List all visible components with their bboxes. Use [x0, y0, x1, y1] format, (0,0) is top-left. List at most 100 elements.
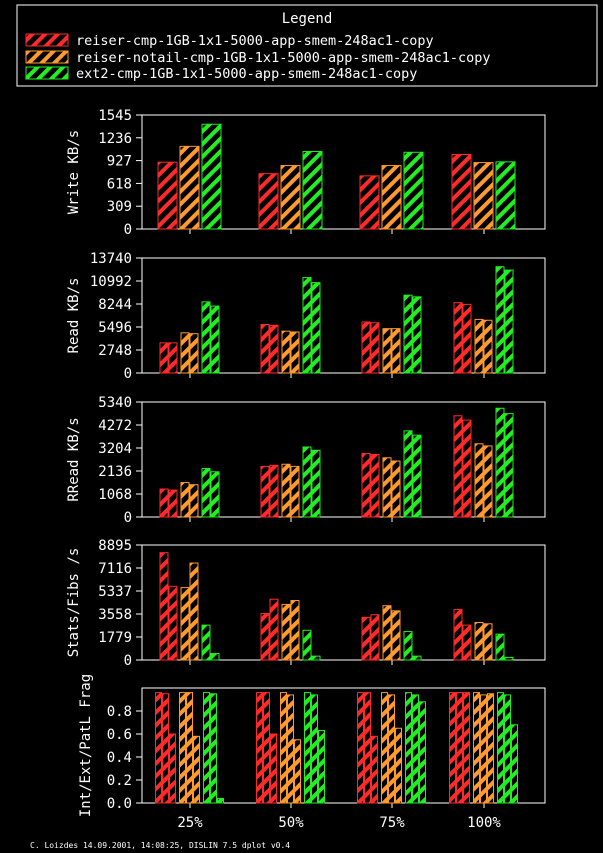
bar-50pct-series-1 — [260, 323, 270, 374]
bar-50pct-series-3 — [318, 730, 325, 804]
bar-75pct-series-1 — [370, 614, 380, 661]
bar-25pct-series-2 — [179, 145, 200, 230]
bar-100pct-series-3 — [495, 633, 505, 661]
bar-25pct-series-2 — [186, 692, 193, 804]
legend-label-2: reiser-notail-cmp-1GB-1x1-5000-app-smem-… — [76, 50, 491, 66]
bar-100pct-series-1 — [453, 302, 463, 374]
bar-75pct-series-2 — [391, 328, 401, 374]
bar-50pct-series-2 — [287, 694, 294, 804]
legend-title: Legend — [282, 11, 333, 27]
bar-75pct-series-3 — [403, 430, 413, 518]
bar-25pct-series-2 — [180, 587, 190, 661]
plot-panel-1: 0 309 618 927 1236 1545 Write KB/s — [66, 108, 546, 238]
bar-50pct-series-2 — [280, 692, 287, 804]
bar-50pct-series-3 — [302, 629, 312, 661]
legend-swatch-2 — [25, 50, 69, 64]
bar-50pct-series-3 — [311, 282, 321, 374]
bar-25pct-series-2 — [180, 482, 190, 518]
bar-25pct-series-3 — [217, 797, 224, 804]
bar-100pct-series-3 — [495, 407, 505, 518]
bar-75pct-series-3 — [403, 151, 424, 230]
y-tick-label: 5496 — [98, 320, 132, 336]
y-axis-label: RRead KB/s — [66, 417, 82, 501]
bar-25pct-series-3 — [201, 301, 211, 374]
y-tick-label: 2136 — [98, 464, 132, 480]
bar-50pct-series-3 — [311, 655, 321, 661]
bar-100pct-series-2 — [473, 692, 480, 804]
bar-25pct-series-1 — [168, 489, 178, 518]
x-tick-label: 100% — [467, 815, 501, 831]
plot-frame — [141, 257, 546, 374]
bar-75pct-series-3 — [412, 296, 422, 374]
bar-75pct-series-1 — [361, 616, 371, 661]
bar-75pct-series-1 — [370, 322, 380, 374]
bar-100pct-series-1 — [462, 624, 472, 661]
bar-25pct-series-2 — [189, 484, 199, 518]
bar-100pct-series-1 — [453, 415, 463, 518]
bar-100pct-series-2 — [473, 162, 494, 230]
bar-50pct-series-1 — [269, 324, 279, 374]
y-tick-label: 927 — [107, 154, 132, 170]
bar-75pct-series-2 — [391, 610, 401, 661]
y-tick-label: 10992 — [90, 274, 132, 290]
bar-50pct-series-3 — [302, 151, 323, 230]
plot-frame — [141, 544, 546, 661]
bar-100pct-series-1 — [463, 692, 470, 804]
plot-panel-5: 0.0 0.2 0.4 0.6 0.8 Int/Ext/PatL Frag — [78, 674, 546, 817]
bar-100pct-series-3 — [495, 266, 505, 374]
bar-75pct-series-3 — [412, 655, 422, 661]
bar-75pct-series-2 — [381, 692, 388, 804]
bar-100pct-series-2 — [487, 693, 494, 804]
bar-25pct-series-3 — [201, 123, 222, 230]
bar-50pct-series-3 — [311, 694, 318, 804]
bar-50pct-series-3 — [311, 449, 321, 518]
bar-50pct-series-1 — [269, 464, 279, 518]
bar-100pct-series-1 — [451, 153, 472, 230]
bar-100pct-series-3 — [504, 694, 511, 804]
bar-25pct-series-1 — [162, 693, 169, 804]
legend-label-1: reiser-cmp-1GB-1x1-5000-app-smem-248ac1-… — [76, 33, 434, 49]
bar-25pct-series-1 — [169, 733, 176, 804]
bar-25pct-series-1 — [159, 342, 169, 374]
bar-50pct-series-3 — [302, 446, 312, 518]
bar-25pct-series-1 — [159, 552, 169, 661]
y-tick-label: 1236 — [98, 131, 132, 147]
bar-100pct-series-3 — [504, 656, 514, 661]
y-tick-label: 0 — [124, 222, 132, 238]
bar-100pct-series-1 — [453, 609, 463, 661]
bar-75pct-series-3 — [412, 434, 422, 518]
legend-item-2: reiser-notail-cmp-1GB-1x1-5000-app-smem-… — [25, 50, 491, 66]
bar-50pct-series-2 — [290, 331, 300, 374]
bar-50pct-series-1 — [260, 465, 270, 518]
bar-25pct-series-2 — [189, 333, 199, 374]
y-tick-label: 0.2 — [107, 773, 132, 789]
bar-75pct-series-3 — [412, 694, 419, 804]
bar-25pct-series-2 — [193, 735, 200, 804]
y-tick-label: 8895 — [98, 538, 132, 554]
legend-label-3: ext2-cmp-1GB-1x1-5000-app-smem-248ac1-co… — [76, 66, 417, 82]
bar-75pct-series-2 — [382, 605, 392, 661]
bar-50pct-series-2 — [281, 463, 291, 518]
y-tick-label: 0 — [124, 653, 132, 669]
bar-50pct-series-2 — [281, 330, 291, 374]
bar-75pct-series-2 — [395, 727, 402, 804]
bar-25pct-series-3 — [201, 624, 211, 661]
plot-frame — [141, 687, 546, 804]
y-tick-label: 8244 — [98, 297, 132, 313]
bar-75pct-series-1 — [370, 454, 380, 518]
y-tick-label: 13740 — [90, 251, 132, 267]
y-tick-label: 618 — [107, 176, 132, 192]
bar-100pct-series-2 — [474, 622, 484, 661]
y-tick-label: 3558 — [98, 607, 132, 623]
bar-25pct-series-2 — [189, 562, 199, 661]
bar-75pct-series-1 — [357, 692, 364, 804]
bar-25pct-series-3 — [210, 305, 220, 374]
y-tick-label: 1068 — [98, 487, 132, 503]
bar-25pct-series-3 — [210, 693, 217, 804]
bar-100pct-series-2 — [483, 623, 493, 661]
bar-50pct-series-1 — [263, 692, 270, 804]
y-tick-label: 0 — [124, 510, 132, 526]
bar-75pct-series-1 — [371, 735, 378, 804]
legend-swatch-1 — [25, 33, 69, 47]
